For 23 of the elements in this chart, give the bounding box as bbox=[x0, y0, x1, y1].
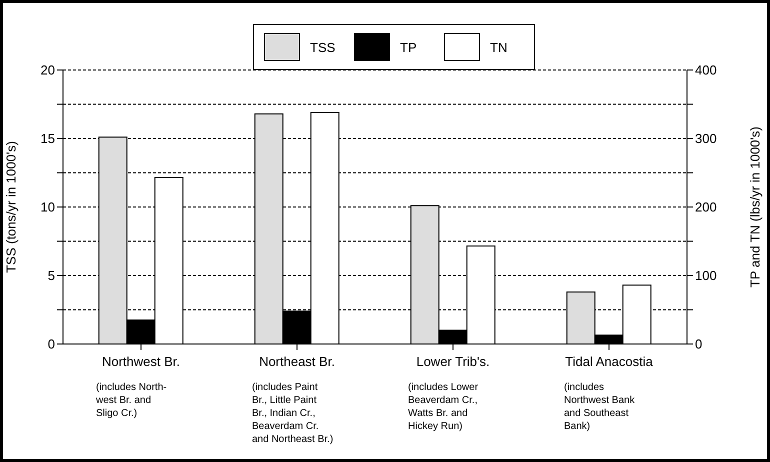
text: (includes Lower Beaverdam Cr., Watts Br. and Hickey Run) bbox=[408, 382, 479, 432]
legend-label: TN bbox=[490, 40, 508, 54]
y2-axis-title: TP and TN (lbs/yr in 1000's) bbox=[748, 126, 763, 288]
y-tick-label: 5 bbox=[48, 268, 55, 284]
y-tick-label: 15 bbox=[40, 131, 55, 146]
y-tick-label: 20 bbox=[40, 62, 55, 78]
legend-label: TSS bbox=[310, 40, 336, 54]
y2-tick-label: 200 bbox=[695, 200, 717, 215]
y2-tick-label: 0 bbox=[695, 336, 702, 352]
y-tick-label: 0 bbox=[48, 336, 55, 352]
text: (includes Northwest Bank and Southeast Bank) bbox=[564, 382, 636, 432]
y2-tick-label: 300 bbox=[695, 131, 717, 146]
y-axis-title: TSS (tons/yr in 1000's) bbox=[4, 141, 19, 273]
text: (includes Paint Br., Little Paint Br., Indian Cr., Beaverdam Cr. and Northeast Br.) bbox=[252, 382, 334, 445]
text: (includes North- west Br. and Sligo Cr.) bbox=[95, 382, 167, 419]
x-tick-label: Lower Trib's. bbox=[416, 354, 490, 369]
y2-tick-label: 400 bbox=[695, 62, 717, 78]
x-tick-label: Tidal Anacostia bbox=[565, 354, 654, 369]
y-tick-label: 10 bbox=[40, 200, 55, 215]
x-tick-label: Northwest Br. bbox=[102, 354, 180, 369]
y2-tick-label: 100 bbox=[695, 268, 717, 284]
legend-label: TP bbox=[400, 40, 418, 54]
x-tick-label: Northeast Br. bbox=[259, 354, 335, 369]
